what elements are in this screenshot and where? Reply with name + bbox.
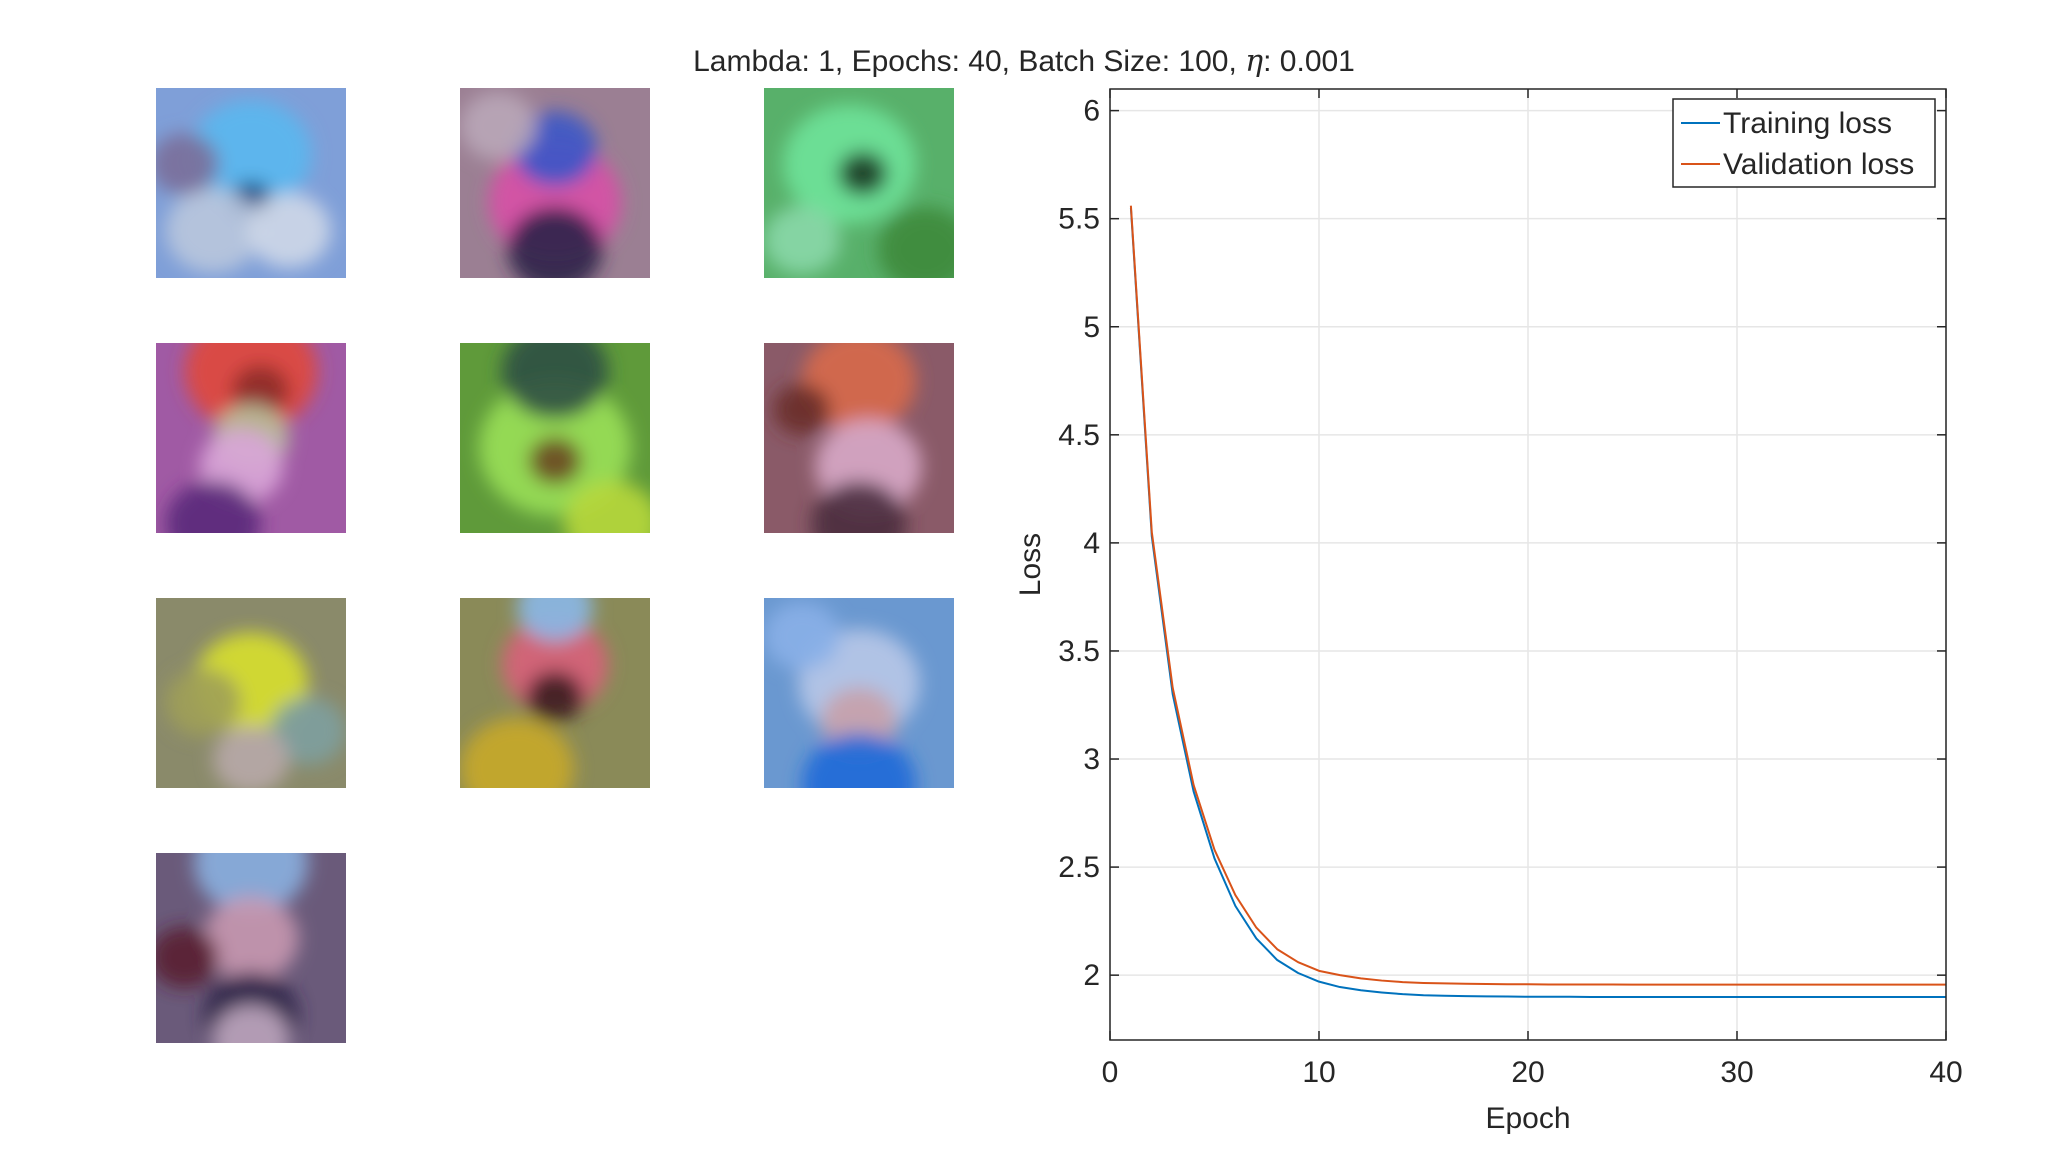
y-tick-label: 4.5 <box>1058 419 1100 452</box>
legend-box <box>1672 98 1936 188</box>
series-line-training-loss <box>1129 207 1946 998</box>
legend-label: Training loss <box>1723 107 1892 140</box>
x-tick-label: 20 <box>1511 1056 1544 1089</box>
y-tick-label: 5.5 <box>1058 203 1100 236</box>
weight-image-7 <box>156 598 346 788</box>
weight-image-8 <box>460 598 650 788</box>
weight-image-1 <box>156 88 346 278</box>
y-tick-label: 3 <box>1083 743 1100 776</box>
axes: 0 10 20 30 40 2 2.5 3 3.5 4 4.5 5 5.5 6 Epoch Loss <box>1014 88 1963 1135</box>
weight-image-4 <box>156 343 346 533</box>
legend: Training loss Validation loss <box>1672 98 1936 188</box>
y-tick-label: 2 <box>1083 959 1100 992</box>
figure-title: Lambda: 1, Epochs: 40, Batch Size: 100, … <box>0 44 2048 79</box>
grid-lines <box>1109 89 1947 1040</box>
weight-image-2 <box>460 88 650 278</box>
x-axis-label: Epoch <box>1485 1102 1570 1135</box>
x-tick-label: 10 <box>1302 1056 1335 1089</box>
figure-title-prefix: Lambda: 1, Epochs: 40, Batch Size: 100, <box>693 45 1246 78</box>
series-line-validation-loss <box>1129 205 1946 986</box>
series-lines <box>1129 205 1946 998</box>
weight-image-5 <box>460 343 650 533</box>
y-tick-label: 4 <box>1083 527 1100 560</box>
y-tick-label: 6 <box>1083 95 1100 128</box>
figure-title-suffix: : 0.001 <box>1263 45 1355 78</box>
y-axis-label: Loss <box>1014 533 1047 596</box>
y-tick-label: 3.5 <box>1058 635 1100 668</box>
weight-image-6 <box>764 343 954 533</box>
weight-image-3 <box>764 88 954 278</box>
figure-title-eta: η <box>1245 44 1264 79</box>
y-tick-label: 2.5 <box>1058 851 1100 884</box>
x-tick-label: 30 <box>1720 1056 1753 1089</box>
y-tick-label: 5 <box>1083 311 1100 344</box>
weight-image-9 <box>764 598 954 788</box>
x-tick-label: 40 <box>1929 1056 1962 1089</box>
legend-label: Validation loss <box>1723 148 1914 181</box>
x-tick-label: 0 <box>1102 1056 1119 1089</box>
weight-image-10 <box>156 853 346 1043</box>
